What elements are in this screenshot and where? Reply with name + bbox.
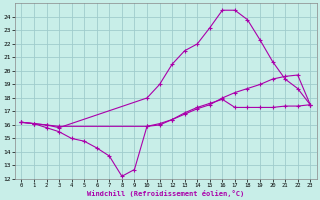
X-axis label: Windchill (Refroidissement éolien,°C): Windchill (Refroidissement éolien,°C) bbox=[87, 190, 244, 197]
